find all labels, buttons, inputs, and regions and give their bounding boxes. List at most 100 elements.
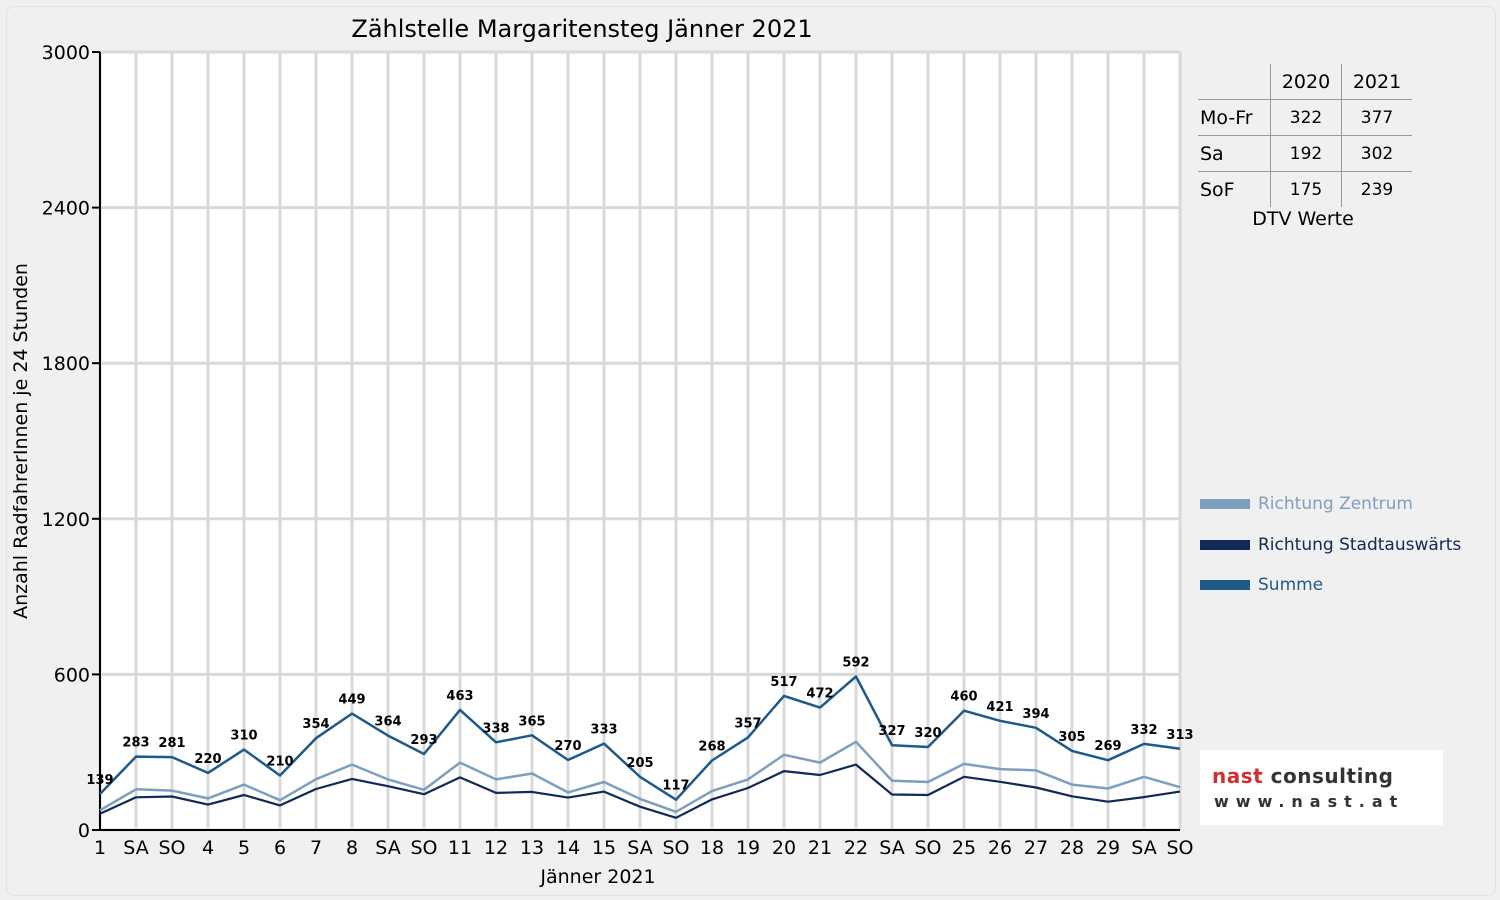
axes: 0 600 1200 1800 2400 3000 1 SA SO 4 5 6 7 8 SA SO 11 12 13… (42, 42, 1194, 859)
legend-label: Richtung Zentrum (1258, 494, 1413, 514)
dtv-table: 2020 2021 Mo-Fr 322 377 Sa 192 302 SoF 1… (1198, 64, 1412, 207)
x-tick-label: 18 (700, 837, 724, 859)
dtv-cell: 377 (1341, 99, 1412, 136)
data-label: 449 (338, 693, 365, 708)
y-tick-label: 0 (78, 820, 90, 842)
x-tick-label: SO (662, 837, 689, 859)
data-label: 210 (266, 755, 293, 770)
x-tick-label: 13 (520, 837, 544, 859)
data-label: 310 (230, 729, 257, 744)
nast-consulting-logo: nast consulting www.nast.at (1200, 750, 1443, 825)
x-tick-label: 28 (1060, 837, 1084, 859)
data-label: 365 (518, 714, 545, 729)
series-line (99, 675, 1181, 801)
x-tick-label: 1 (94, 837, 106, 859)
data-label: 305 (1058, 730, 1085, 745)
x-tick-label: SA (627, 837, 652, 859)
data-label: 517 (770, 675, 797, 690)
x-tick-label: 7 (310, 837, 322, 859)
x-tick-label: 8 (346, 837, 358, 859)
data-label: 139 (86, 773, 113, 788)
data-label: 357 (734, 716, 761, 731)
x-tick-label: 6 (274, 837, 286, 859)
chart-title: Zählstelle Margaritensteg Jänner 2021 (351, 15, 812, 43)
legend-label: Richtung Stadtauswärts (1258, 535, 1462, 555)
x-tick-label: 12 (484, 837, 508, 859)
dtv-cell: 302 (1341, 135, 1412, 172)
dtv-cell: 175 (1270, 171, 1342, 207)
dtv-col-2020: 2020 (1270, 64, 1342, 100)
x-tick-label: 21 (808, 837, 832, 859)
x-tick-label: SA (375, 837, 400, 859)
data-label: 332 (1130, 723, 1157, 738)
data-label: 364 (374, 715, 401, 730)
logo-wordmark: nast consulting (1212, 764, 1394, 788)
x-tick-label: SA (123, 837, 148, 859)
data-label: 293 (410, 733, 437, 748)
x-tick-label: 27 (1024, 837, 1048, 859)
dtv-row-label: SoF (1198, 171, 1271, 207)
x-tick-label: 22 (844, 837, 868, 859)
dtv-row-sa: Sa 192 302 (1198, 135, 1412, 172)
legend-item-summe: Summe (1200, 573, 1323, 597)
data-label: 463 (446, 689, 473, 704)
y-tick-label: 600 (54, 664, 90, 686)
x-tick-label: 14 (556, 837, 580, 859)
x-tick-label: 11 (448, 837, 472, 859)
legend-swatch (1200, 580, 1250, 590)
x-tick-label: 26 (988, 837, 1012, 859)
legend-swatch (1200, 499, 1250, 509)
data-label: 283 (122, 736, 149, 751)
data-label: 472 (806, 687, 833, 702)
dtv-row-label: Sa (1198, 135, 1271, 172)
data-label: 281 (158, 736, 185, 751)
legend-label: Summe (1258, 575, 1324, 595)
data-label: 592 (842, 655, 869, 670)
x-tick-label: 15 (592, 837, 616, 859)
y-tick-label: 3000 (42, 42, 90, 64)
data-label: 327 (878, 724, 905, 739)
data-label: 421 (986, 700, 1013, 715)
x-tick-label: SO (1166, 837, 1193, 859)
x-tick-label: 20 (772, 837, 796, 859)
data-label: 117 (662, 779, 689, 794)
data-label: 269 (1094, 739, 1121, 754)
x-tick-label: SO (158, 837, 185, 859)
series-lines (99, 675, 1181, 819)
x-tick-label: SO (914, 837, 941, 859)
dtv-col-2021: 2021 (1341, 64, 1412, 100)
x-axis-label: Jänner 2021 (539, 866, 655, 888)
data-label: 354 (302, 717, 329, 732)
y-tick-label: 1800 (42, 353, 90, 375)
data-label: 394 (1022, 707, 1049, 722)
dtv-row-mo-fr: Mo-Fr 322 377 (1198, 99, 1412, 136)
data-label: 333 (590, 723, 617, 738)
x-tick-label: 25 (952, 837, 976, 859)
y-tick-label: 1200 (42, 509, 90, 531)
dtv-row-sof: SoF 175 239 (1198, 171, 1412, 207)
dtv-row-label: Mo-Fr (1198, 99, 1271, 136)
y-axis-label: Anzahl RadfahrerInnen je 24 Stunden (10, 263, 32, 619)
x-tick-label: 5 (238, 837, 250, 859)
series-line (99, 740, 1181, 814)
dtv-header-row: 2020 2021 (1198, 64, 1412, 100)
data-label: 268 (698, 739, 725, 754)
dtv-caption: DTV Werte (1252, 208, 1354, 230)
data-labels: 139 283 281 220 310 210 354 449 364 293 463 338 365 2… (86, 655, 1193, 793)
data-label: 205 (626, 756, 653, 771)
logo-url: www.nast.at (1214, 792, 1405, 811)
legend-swatch (1200, 540, 1250, 550)
dtv-cell: 239 (1341, 171, 1412, 207)
data-label: 270 (554, 739, 581, 754)
data-label: 220 (194, 752, 221, 767)
legend-item-zentrum: Richtung Zentrum (1200, 492, 1413, 516)
dtv-cell: 192 (1270, 135, 1342, 172)
data-label: 460 (950, 690, 977, 705)
y-tick-label: 2400 (42, 198, 90, 220)
x-tick-label: 29 (1096, 837, 1120, 859)
x-tick-label: SA (1131, 837, 1156, 859)
series-line (99, 763, 1181, 819)
x-tick-label: SO (410, 837, 437, 859)
legend-item-stadtauswaerts: Richtung Stadtauswärts (1200, 533, 1461, 557)
